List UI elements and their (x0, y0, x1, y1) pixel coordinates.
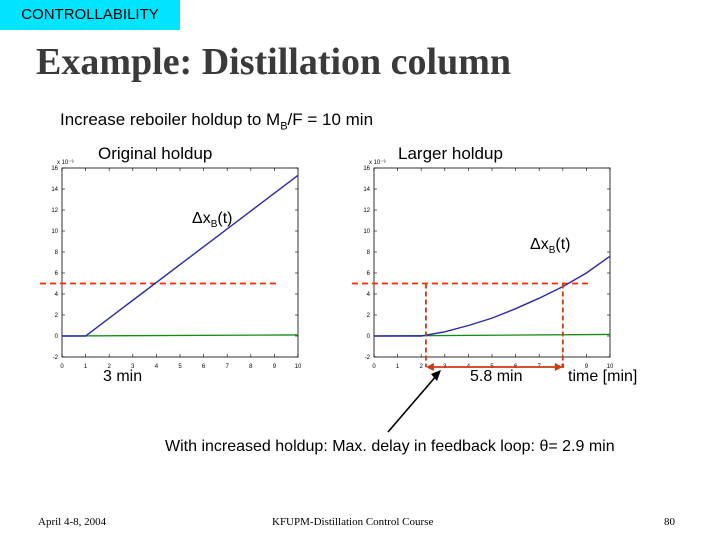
right-chart-title: Larger holdup (398, 144, 503, 163)
left-y-tick-label: 0 (55, 334, 59, 340)
left-x-tick-label: 0 (60, 364, 64, 370)
left-y-tick-label: 2 (55, 313, 59, 319)
left-x-tick-label: 7 (226, 364, 230, 370)
subtitle-subscript: B (280, 120, 288, 133)
right-delay-label: 5.8 min (470, 368, 523, 385)
right-series-label-end: (t) (555, 236, 571, 253)
left-chart-title: Original holdup (98, 144, 213, 163)
right-series-label: ΔxB(t) (530, 236, 570, 256)
right-x-tick-label: 9 (585, 364, 589, 370)
right-y-tick-label: 0 (367, 334, 371, 340)
chart-subtitle: Increase reboiler holdup to MB/F = 10 mi… (60, 110, 373, 132)
slide-title: Example: Distillation column (36, 41, 512, 83)
left-y-tick-label: 8 (55, 250, 59, 256)
x-axis-label: time [min] (568, 368, 638, 385)
delay-note-value: = 2.9 min (548, 438, 615, 455)
right-delay-arrow-left (425, 363, 434, 371)
left-baseline-series (61, 334, 299, 337)
page-number: 80 (664, 516, 675, 528)
pointer-arrow-head (431, 370, 441, 381)
right-y-tick-label: 6 (367, 271, 371, 277)
left-x-tick-label: 5 (178, 364, 182, 370)
right-plot-frame (373, 167, 611, 358)
left-x-tick-label: 9 (273, 364, 277, 370)
left-plot-frame (61, 167, 299, 358)
left-x-tick-label: 4 (155, 364, 159, 370)
left-y-tick-label: 16 (51, 166, 58, 172)
right-y-tick-label: 12 (363, 208, 370, 214)
right-delay-arrow-right (554, 363, 563, 371)
left-series-label-end: (t) (217, 210, 233, 227)
left-y-tick-label: 6 (55, 271, 59, 277)
left-series-label: ΔxB(t) (192, 210, 232, 230)
left-y-tick-label: -2 (53, 355, 59, 361)
section-tag: CONTROLLABILITY (0, 0, 180, 30)
right-y-tick-label: 2 (367, 313, 371, 319)
left-x-tick-label: 8 (249, 364, 253, 370)
delay-note-text: With increased holdup: Max. delay in fee… (165, 438, 540, 455)
footer-course: KFUPM-Distillation Control Course (272, 516, 434, 528)
left-y-tick-label: 12 (51, 208, 58, 214)
right-y-tick-label: -2 (365, 355, 371, 361)
footer-date: April 4-8, 2004 (38, 516, 107, 528)
left-series-label-sub: B (210, 219, 218, 231)
right-y-tick-label: 8 (367, 250, 371, 256)
pointer-arrow-line (387, 374, 438, 433)
theta-symbol: θ (539, 438, 549, 455)
subtitle-text-end: /F = 10 min (287, 110, 374, 129)
left-x-tick-label: 3 (131, 364, 135, 370)
left-series-label-main: Δx (192, 210, 211, 227)
left-x-tick-label: 6 (202, 364, 206, 370)
delay-note: With increased holdup: Max. delay in fee… (165, 438, 615, 456)
left-x-tick-label: 1 (84, 364, 88, 370)
left-y-tick-label: 14 (51, 187, 58, 193)
subtitle-text: Increase reboiler holdup to M (60, 110, 281, 129)
right-y-tick-label: 10 (363, 229, 370, 235)
right-series-label-sub: B (548, 245, 556, 257)
right-x-tick-label: 2 (420, 364, 424, 370)
right-y-tick-label: 14 (363, 187, 370, 193)
right-response-series (374, 255, 611, 337)
right-y-tick-label: 4 (367, 292, 371, 298)
right-x-tick-label: 1 (396, 364, 400, 370)
left-x-tick-label: 10 (295, 364, 302, 370)
left-y-exponent-label: x 10⁻³ (57, 160, 74, 166)
left-x-tick-label: 2 (108, 364, 112, 370)
left-y-tick-label: 10 (51, 229, 58, 235)
right-y-tick-label: 16 (363, 166, 370, 172)
right-x-tick-label: 0 (372, 364, 376, 370)
right-y-exponent-label: x 10⁻³ (369, 160, 386, 166)
left-y-tick-label: 4 (55, 292, 59, 298)
left-delay-label: 3 min (103, 368, 143, 385)
left-response-series (62, 174, 299, 337)
right-series-label-main: Δx (530, 236, 549, 253)
right-x-tick-label: 10 (607, 364, 614, 370)
